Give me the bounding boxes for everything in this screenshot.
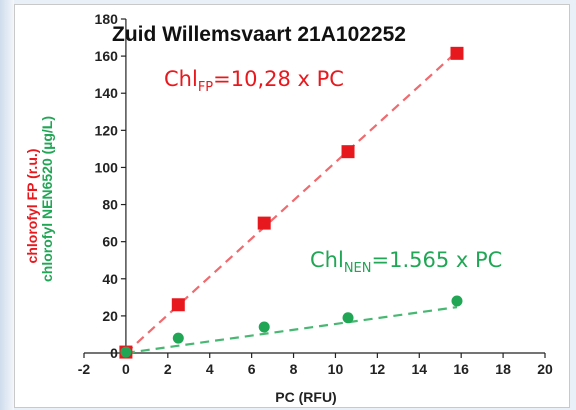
window-edge (0, 0, 14, 410)
fp-point (341, 145, 355, 159)
y-tick-label: 80 (102, 197, 118, 213)
x-tick-label: 10 (328, 361, 344, 377)
y-tick-label: 140 (95, 85, 119, 101)
fp-equation-subscript: FP (198, 80, 213, 95)
x-tick-label: 12 (370, 361, 386, 377)
nen-point (120, 346, 132, 358)
y-tick-label: 40 (102, 271, 118, 287)
y-axis-title-fp: chlorofyl FP (r.u.) (24, 149, 40, 264)
x-tick-label: 18 (495, 361, 511, 377)
x-tick-label: -2 (78, 361, 91, 377)
x-tick-label: 14 (411, 361, 427, 377)
fp-equation-rest: =10,28 x PC (213, 67, 344, 91)
chart-frame (14, 4, 570, 408)
data-markers (119, 46, 464, 359)
y-tick-label: 180 (95, 11, 119, 27)
fp-equation-base: Chl (164, 67, 198, 91)
nen-point (258, 321, 270, 333)
x-tick-label: 4 (206, 361, 214, 377)
chart-title: Zuid Willemsvaart 21A102252 (112, 23, 406, 46)
y-axis-ticks: 0 20 40 60 80 100 120 140 160 180 (95, 11, 126, 361)
y-tick-label: 20 (102, 308, 118, 324)
fp-point (257, 216, 271, 230)
y-tick-label: 120 (95, 122, 119, 138)
fit-lines (125, 50, 458, 355)
nen-equation-base: Chl (310, 248, 344, 272)
plot-area: 0 20 40 60 80 100 120 140 160 180 -2 0 2 4 6 8 10 12 14 16… (78, 11, 553, 377)
fp-equation: ChlFP=10,28 x PC (164, 67, 344, 95)
x-tick-label: 6 (248, 361, 256, 377)
x-tick-label: 16 (453, 361, 469, 377)
fp-point (171, 298, 185, 312)
nen-point (451, 295, 463, 307)
x-tick-label: 2 (164, 361, 172, 377)
x-axis-title: PC (RFU) (275, 389, 336, 405)
nen-fit-line (125, 306, 458, 355)
nen-point (342, 312, 354, 324)
x-axis-ticks: -2 0 2 4 6 8 10 12 14 16 18 20 (78, 353, 553, 377)
y-tick-label: 0 (110, 345, 118, 361)
y-tick-label: 60 (102, 234, 118, 250)
x-tick-label: 20 (537, 361, 553, 377)
y-axis-title-nen: chlorofyl NEN6520 (µg/L) (39, 116, 55, 282)
nen-equation-rest: =1.565 x PC (371, 248, 502, 272)
nen-equation: ChlNEN=1.565 x PC (310, 248, 502, 276)
y-tick-label: 100 (95, 159, 119, 175)
nen-point (172, 332, 184, 344)
y-tick-label: 160 (95, 48, 119, 64)
nen-equation-subscript: NEN (344, 261, 372, 276)
x-tick-label: 8 (290, 361, 298, 377)
fp-point (450, 46, 464, 60)
x-tick-label: 0 (122, 361, 130, 377)
